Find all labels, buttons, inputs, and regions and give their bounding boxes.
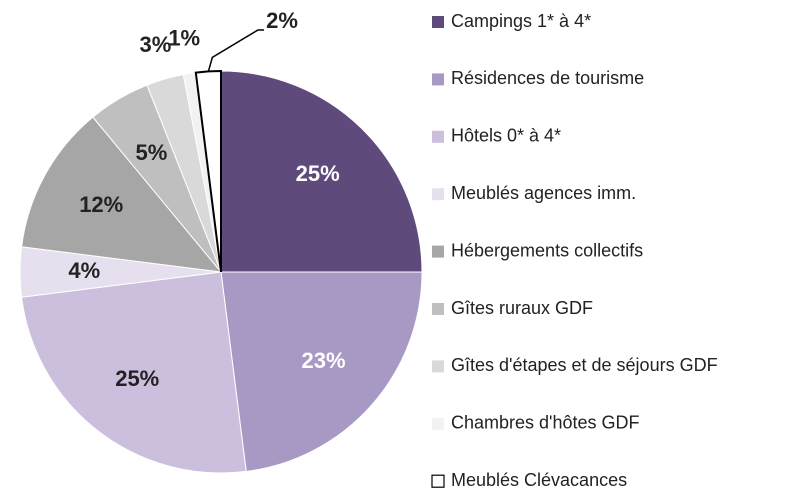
data-label: 12% (79, 192, 123, 217)
pie-slice (21, 116, 223, 273)
legend-label: Meublés Clévacances (451, 470, 627, 488)
legend-swatch (432, 303, 444, 315)
data-label: 3% (139, 32, 171, 57)
legend-label: Meublés agences imm. (451, 183, 636, 203)
legend-swatch (432, 245, 444, 258)
data-label: 2% (266, 8, 298, 33)
legend-swatch (432, 360, 444, 373)
pie-slice (220, 70, 423, 273)
pie-slice (220, 271, 423, 472)
legend-label: Campings 1* à 4* (451, 11, 591, 31)
data-label: 5% (136, 140, 168, 165)
legend-swatch (432, 73, 444, 86)
legend-swatch (432, 130, 444, 143)
data-label: 25% (115, 366, 159, 391)
leader-line (207, 29, 264, 72)
legend-swatch (432, 16, 444, 28)
legend-label: Gîtes d'étapes et de séjours GDF (451, 355, 718, 375)
data-label: 25% (296, 161, 340, 186)
legend-label: Résidences de tourisme (451, 68, 644, 88)
pie-slice (21, 271, 247, 474)
legend-swatch (432, 188, 444, 201)
legend-label: Gîtes ruraux GDF (451, 298, 593, 318)
legend-swatch (432, 417, 444, 430)
legend-swatch (431, 474, 445, 488)
legend-label: Chambres d'hôtes GDF (451, 413, 640, 433)
data-label: 1% (168, 26, 200, 51)
data-label: 23% (302, 348, 346, 373)
legend-label: Hôtels 0* à 4* (451, 126, 561, 146)
legend-label: Hébergements collectifs (451, 240, 643, 260)
data-label: 4% (68, 258, 100, 283)
